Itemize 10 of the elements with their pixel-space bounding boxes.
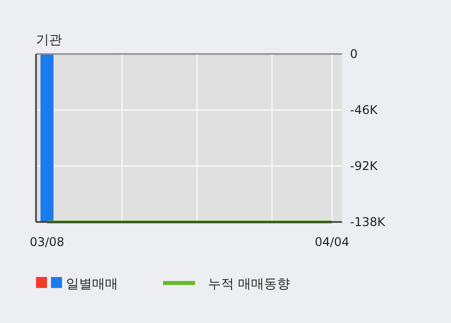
y-tick-label: -46K	[350, 103, 379, 117]
x-tick-label: 04/04	[314, 235, 350, 249]
legend-label: 일별매매	[66, 277, 118, 292]
y-tick-label: -92K	[350, 159, 379, 173]
y-tick-label: -138K	[350, 215, 386, 229]
legend-일별매매: 일별매매	[51, 277, 118, 292]
x-tick-label: 03/08	[30, 235, 64, 249]
y-tick-label: 0	[350, 47, 358, 61]
chart-title: 기관	[36, 33, 62, 48]
legend-label: 누적 매매동향	[208, 277, 290, 292]
